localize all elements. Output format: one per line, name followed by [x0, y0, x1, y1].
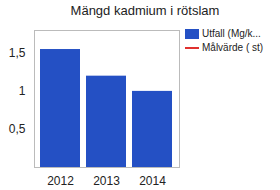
html-text:Utfall (Mg/k...: Utfall (Mg/k...: [202, 28, 261, 39]
svg-text:2014: 2014: [139, 174, 166, 187]
svg-text:0,5: 0,5: [9, 122, 26, 136]
svg-text:2013: 2013: [93, 174, 120, 187]
html-text:Mängd kadmium i rötslam: Mängd kadmium i rötslam: [70, 3, 220, 18]
svg-text:1: 1: [19, 84, 26, 98]
html-text:Målvärde ( st): Målvärde ( st): [202, 42, 264, 53]
svg-text:1,5: 1,5: [9, 46, 26, 60]
svg-text:2012: 2012: [47, 174, 74, 187]
